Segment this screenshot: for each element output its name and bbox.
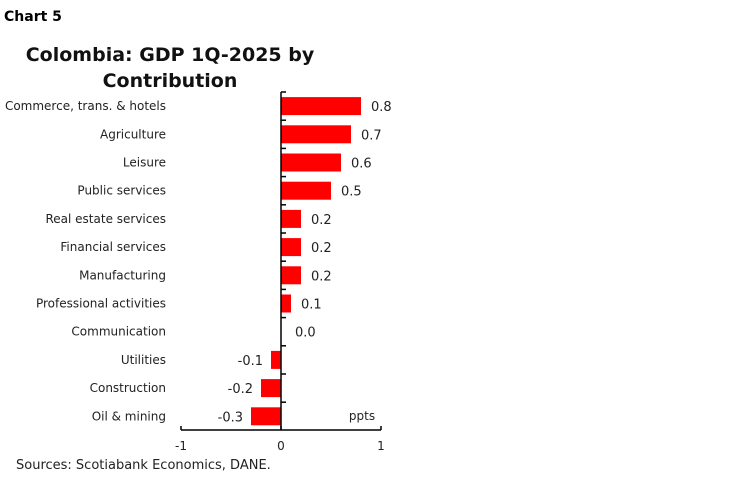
category-label: Leisure bbox=[123, 156, 166, 170]
value-label: 0.8 bbox=[371, 100, 392, 115]
chart-title-line-1: Colombia: GDP 1Q-2025 by bbox=[26, 44, 315, 66]
bar bbox=[281, 238, 301, 257]
category-label: Public services bbox=[77, 184, 166, 198]
value-label: 0.0 bbox=[295, 326, 316, 341]
category-label: Communication bbox=[71, 325, 166, 339]
x-tick-label: -1 bbox=[175, 439, 187, 453]
category-label: Manufacturing bbox=[79, 268, 166, 282]
bar bbox=[281, 266, 301, 285]
bar bbox=[271, 350, 281, 369]
bar bbox=[281, 153, 341, 172]
category-label: Utilities bbox=[121, 353, 166, 367]
value-label: 0.2 bbox=[311, 269, 332, 284]
category-label: Construction bbox=[90, 381, 166, 395]
value-label: 0.2 bbox=[311, 213, 332, 228]
value-label: -0.2 bbox=[228, 382, 253, 397]
bar bbox=[251, 407, 281, 426]
bar bbox=[281, 181, 331, 200]
bar bbox=[281, 294, 291, 313]
value-label: -0.1 bbox=[238, 354, 263, 369]
value-label: 0.5 bbox=[341, 185, 362, 200]
value-label: 0.2 bbox=[311, 241, 332, 256]
value-label: 0.6 bbox=[351, 157, 372, 172]
bar bbox=[281, 97, 361, 116]
chart-number: Chart 5 bbox=[4, 9, 62, 25]
category-label: Commerce, trans. & hotels bbox=[5, 99, 166, 113]
source-note: Sources: Scotiabank Economics, DANE. bbox=[16, 458, 271, 473]
x-tick-label: 0 bbox=[277, 439, 285, 453]
category-label: Oil & mining bbox=[92, 409, 166, 423]
value-label: -0.3 bbox=[218, 410, 243, 425]
category-label: Professional activities bbox=[36, 297, 166, 311]
bar bbox=[281, 125, 351, 144]
value-label: 0.7 bbox=[361, 128, 382, 143]
bar bbox=[261, 379, 281, 398]
x-tick-label: 1 bbox=[377, 439, 385, 453]
bar bbox=[281, 209, 301, 228]
value-label: 0.1 bbox=[301, 298, 322, 313]
category-label: Financial services bbox=[60, 240, 166, 254]
category-label: Agriculture bbox=[100, 127, 166, 141]
unit-label: ppts bbox=[349, 409, 375, 423]
chart-title-line-2: Contribution bbox=[103, 70, 238, 92]
category-label: Real estate services bbox=[45, 212, 166, 226]
